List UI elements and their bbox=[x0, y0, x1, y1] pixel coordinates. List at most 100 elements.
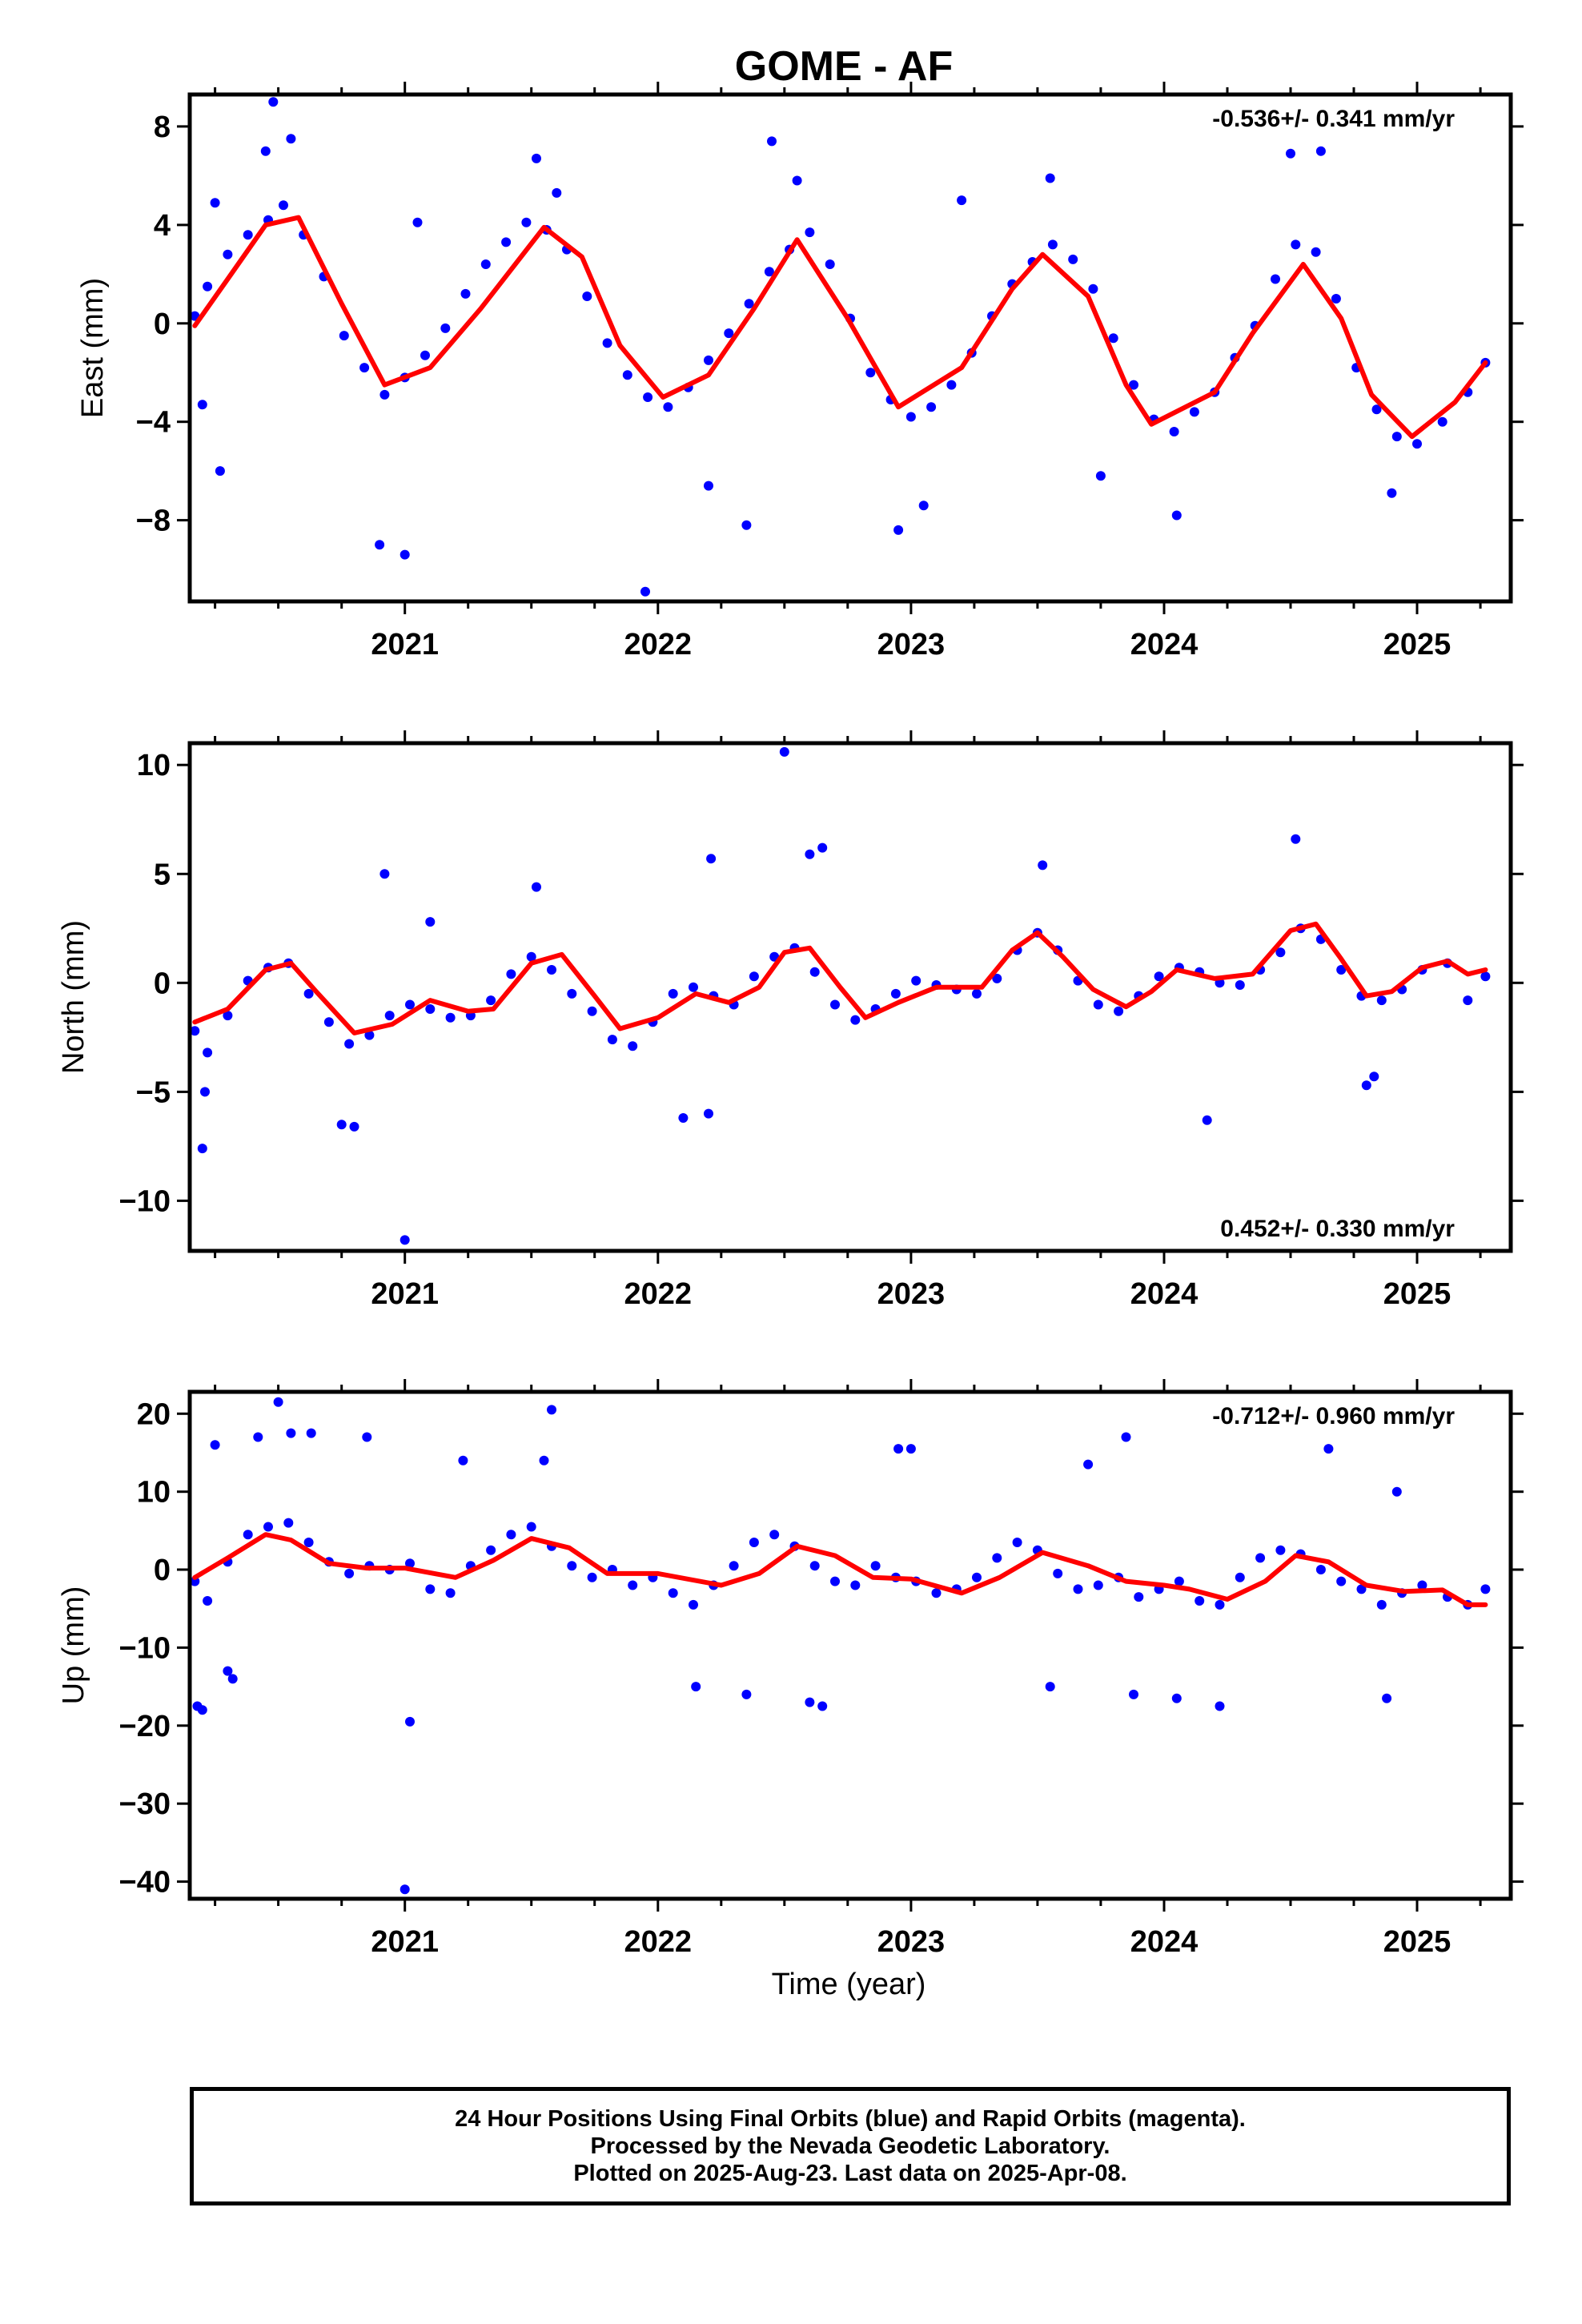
up-data-point bbox=[190, 1576, 200, 1586]
east-data-point bbox=[210, 198, 220, 208]
north-x-tick-label: 2021 bbox=[371, 1277, 439, 1311]
up-data-point bbox=[628, 1580, 638, 1590]
north-data-point bbox=[190, 1026, 200, 1036]
up-data-point bbox=[1336, 1576, 1347, 1586]
east-data-point bbox=[359, 363, 370, 373]
north-data-point bbox=[1235, 980, 1245, 990]
east-data-point bbox=[1371, 404, 1382, 415]
east-data-point bbox=[1068, 254, 1078, 264]
north-y-tick-label: 10 bbox=[137, 749, 171, 782]
north-data-point bbox=[1114, 1006, 1124, 1016]
up-y-tick-label: −30 bbox=[119, 1787, 171, 1821]
east-y-tick-label: −4 bbox=[136, 406, 171, 440]
east-x-tick-label: 2024 bbox=[1130, 628, 1199, 661]
north-data-point bbox=[689, 982, 698, 992]
up-data-point bbox=[668, 1588, 678, 1598]
east-data-point bbox=[268, 97, 279, 107]
east-data-point bbox=[1088, 283, 1098, 294]
north-data-point bbox=[384, 1011, 395, 1021]
up-y-tick-label: 10 bbox=[137, 1476, 171, 1510]
east-y-tick-label: 4 bbox=[154, 209, 171, 243]
north-data-point bbox=[364, 1030, 375, 1040]
up-data-point bbox=[893, 1444, 904, 1454]
north-data-point bbox=[749, 971, 759, 982]
north-data-point bbox=[911, 975, 921, 986]
up-data-point bbox=[273, 1397, 283, 1407]
up-data-point bbox=[445, 1588, 456, 1598]
north-data-point bbox=[336, 1120, 347, 1130]
up-data-point bbox=[263, 1522, 273, 1532]
east-data-point bbox=[1045, 173, 1055, 183]
east-data-point bbox=[1189, 407, 1199, 417]
up-data-point bbox=[1195, 1596, 1205, 1606]
north-data-point bbox=[992, 973, 1002, 983]
east-data-point bbox=[375, 540, 385, 550]
up-data-point bbox=[344, 1568, 355, 1578]
east-data-point bbox=[926, 402, 937, 412]
north-data-point bbox=[809, 967, 820, 977]
east-data-point bbox=[203, 281, 213, 292]
east-x-tick-label: 2023 bbox=[877, 628, 946, 661]
up-data-point bbox=[1255, 1553, 1266, 1563]
east-data-point bbox=[279, 200, 288, 211]
up-x-tick-label: 2024 bbox=[1130, 1925, 1199, 1959]
north-data-point bbox=[607, 1035, 617, 1045]
up-data-point bbox=[691, 1682, 701, 1692]
up-data-point bbox=[1174, 1576, 1184, 1586]
north-data-point bbox=[972, 988, 982, 999]
north-data-point bbox=[1093, 999, 1103, 1010]
east-data-point bbox=[400, 549, 410, 560]
east-data-point bbox=[1108, 333, 1118, 344]
up-y-tick-label: −10 bbox=[119, 1631, 171, 1665]
footer-line-1: 24 Hour Positions Using Final Orbits (bl… bbox=[455, 2106, 1246, 2132]
north-y-tick-label: 5 bbox=[154, 858, 171, 891]
up-data-point bbox=[253, 1432, 263, 1442]
north-data-point bbox=[890, 988, 901, 999]
east-data-point bbox=[741, 520, 752, 530]
east-data-point bbox=[532, 153, 541, 163]
up-data-point bbox=[1129, 1689, 1138, 1699]
up-y-tick-label: 0 bbox=[154, 1554, 171, 1587]
east-data-point bbox=[501, 237, 512, 247]
north-data-point bbox=[323, 1017, 334, 1027]
east-data-point bbox=[440, 323, 451, 333]
up-x-tick-label: 2021 bbox=[371, 1925, 439, 1959]
north-data-point bbox=[805, 849, 815, 859]
north-data-point bbox=[706, 854, 717, 864]
north-data-point bbox=[223, 1011, 233, 1021]
up-rate-annotation: -0.712+/- 0.960 mm/yr bbox=[1212, 1403, 1455, 1429]
up-fit-curve bbox=[192, 1532, 1488, 1607]
north-data-point bbox=[1291, 834, 1301, 844]
east-data-point bbox=[1095, 471, 1106, 481]
north-data-point bbox=[532, 882, 541, 892]
east-data-point bbox=[286, 134, 296, 144]
up-data-point bbox=[1391, 1486, 1402, 1497]
north-data-point bbox=[344, 1039, 355, 1049]
north-plot-frame bbox=[187, 741, 1513, 1253]
up-data-point bbox=[243, 1530, 253, 1540]
east-data-point bbox=[1311, 247, 1321, 257]
north-data-point bbox=[567, 988, 577, 999]
up-y-tick-label: −40 bbox=[119, 1866, 171, 1900]
up-y-axis-title: Up (mm) bbox=[57, 1586, 90, 1705]
up-data-point bbox=[1315, 1565, 1326, 1574]
north-data-point bbox=[1480, 971, 1491, 982]
footer-box: 24 Hour Positions Using Final Orbits (bl… bbox=[190, 2087, 1511, 2205]
east-data-point bbox=[767, 136, 777, 147]
east-data-point bbox=[825, 259, 835, 269]
panel-east: 2021 2022 2023 2024 2025 −8 −4 0 4 8 East (mm) -0.5… bbox=[76, 82, 1524, 661]
panel-up: 2021 2022 2023 2024 2025 −40 −30 −20 −10 0 10 20 Up … bbox=[57, 1379, 1524, 1959]
up-data-point bbox=[506, 1530, 516, 1540]
north-data-point bbox=[678, 1113, 689, 1123]
panel-north: 2021 2022 2023 2024 2025 −10 −5 0 5 10 North (mm) 0… bbox=[57, 730, 1524, 1311]
up-data-point bbox=[850, 1580, 861, 1590]
east-data-point bbox=[223, 249, 233, 259]
east-data-point bbox=[764, 267, 774, 277]
up-y-tick-label: 20 bbox=[137, 1397, 171, 1431]
north-data-point bbox=[587, 1006, 597, 1016]
north-data-point bbox=[425, 917, 436, 927]
up-data-point bbox=[210, 1440, 220, 1450]
up-data-point bbox=[741, 1689, 752, 1699]
up-data-point bbox=[458, 1455, 468, 1466]
east-x-tick-label: 2021 bbox=[371, 628, 439, 661]
